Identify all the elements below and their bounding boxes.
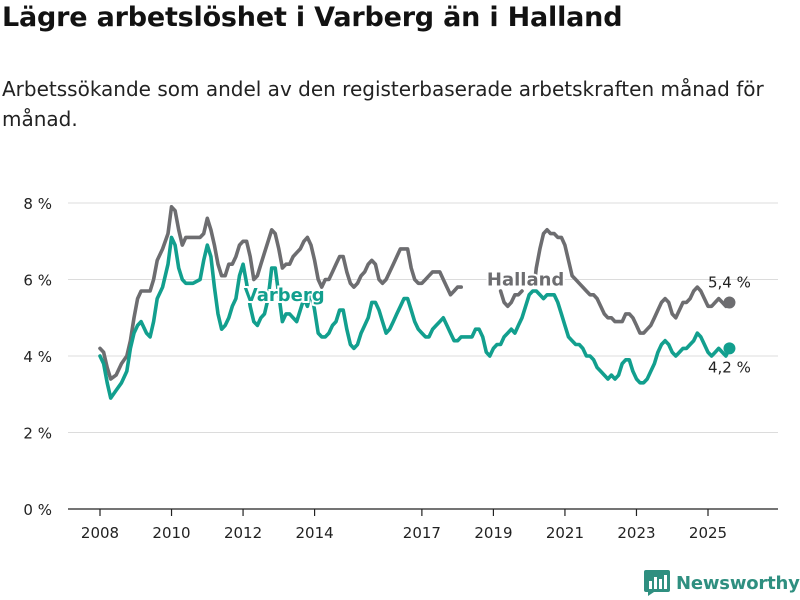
x-tick-label: 2014: [295, 524, 333, 542]
axes: 0 % 2 % 4 % 6 % 8 % 2008 2010 2012 2014 2017 2019 2…: [23, 195, 778, 542]
x-tick-label: 2019: [474, 524, 512, 542]
x-tick-label: 2025: [689, 524, 727, 542]
y-tick-label: 4 %: [23, 348, 52, 366]
bar-chart-icon: [644, 570, 670, 596]
series-lines: [98, 205, 736, 400]
halland-end-value-label: 5,4 %: [708, 273, 751, 291]
newsworthy-brand: Newsworthy: [644, 568, 800, 598]
x-tick-label: 2017: [403, 524, 441, 542]
y-tick-label: 8 %: [23, 195, 52, 213]
x-tick-label: 2010: [152, 524, 190, 542]
page-subtitle: Arbetssökande som andel av den registerb…: [2, 77, 764, 131]
varberg-end-value-label: 4,2 %: [708, 358, 751, 376]
halland-series-line: [98, 205, 463, 381]
page-title: Lägre arbetslöshet i Varberg än i Hallan…: [2, 2, 623, 33]
halland-end-point: [723, 296, 736, 309]
varberg-series-line: [98, 235, 732, 400]
y-tick-label: 2 %: [23, 425, 52, 443]
varberg-series-label: Varberg: [244, 285, 325, 306]
halland-series-label: Halland: [487, 270, 564, 291]
halland-series-line-segment-1: [498, 289, 524, 309]
x-tick-label: 2023: [617, 524, 655, 542]
varberg-end-point: [723, 342, 736, 355]
grid-lines: [68, 202, 778, 433]
brand-name: Newsworthy: [676, 572, 800, 594]
series-labels: Halland Varberg 5,4 % 4,2 %: [242, 268, 751, 377]
halland-series-line-segment-2: [532, 228, 732, 335]
x-tick-label: 2012: [224, 524, 262, 542]
x-tick-label: 2021: [546, 524, 584, 542]
y-tick-label: 6 %: [23, 272, 52, 290]
x-tick-label: 2008: [81, 524, 119, 542]
y-tick-label: 0 %: [23, 501, 52, 519]
